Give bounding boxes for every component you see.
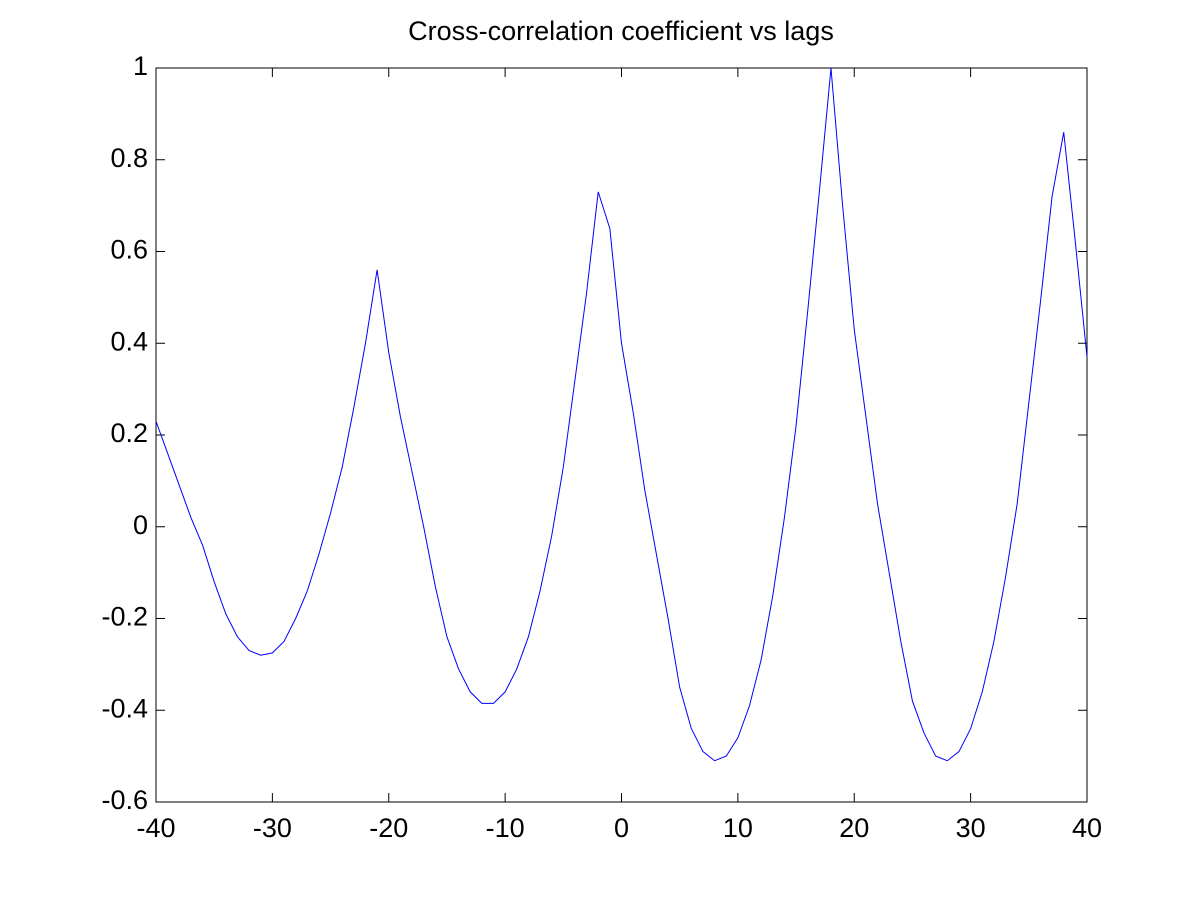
x-tick-label: 10 (723, 813, 753, 843)
y-tick-label: 1 (133, 51, 148, 81)
x-tick-label: -30 (253, 813, 292, 843)
y-tick-label: 0.2 (110, 418, 148, 448)
x-tick-label: -20 (369, 813, 408, 843)
y-tick-label: -0.6 (101, 785, 148, 815)
data-line (155, 67, 1088, 762)
x-tick-label: 30 (956, 813, 986, 843)
y-tick-label: 0.8 (110, 143, 148, 173)
chart-title: Cross-correlation coefficient vs lags (408, 16, 834, 46)
x-tick-label: -10 (486, 813, 525, 843)
y-tick-label: -0.4 (101, 693, 148, 723)
y-tick-label: 0 (133, 510, 148, 540)
x-tick-label: 0 (614, 813, 629, 843)
x-tick-label: 20 (839, 813, 869, 843)
y-tick-label: 0.4 (110, 326, 148, 356)
x-tick-label: -40 (136, 813, 175, 843)
x-tick-label: 40 (1072, 813, 1102, 843)
y-tick-label: -0.2 (101, 602, 148, 632)
y-tick-label: 0.6 (110, 235, 148, 265)
